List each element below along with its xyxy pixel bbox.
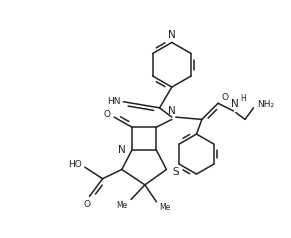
Text: H: H xyxy=(240,94,246,103)
Text: HO: HO xyxy=(68,160,82,169)
Text: O: O xyxy=(221,93,228,102)
Text: O: O xyxy=(103,109,110,119)
Text: HN: HN xyxy=(107,97,120,106)
Text: Me: Me xyxy=(159,203,171,213)
Text: O: O xyxy=(84,200,91,209)
Text: NH₂: NH₂ xyxy=(257,100,274,109)
Text: N: N xyxy=(231,99,239,109)
Text: N: N xyxy=(168,106,176,116)
Text: Me: Me xyxy=(117,201,128,210)
Text: N: N xyxy=(168,30,176,40)
Text: S: S xyxy=(173,167,179,177)
Text: N: N xyxy=(118,145,126,155)
